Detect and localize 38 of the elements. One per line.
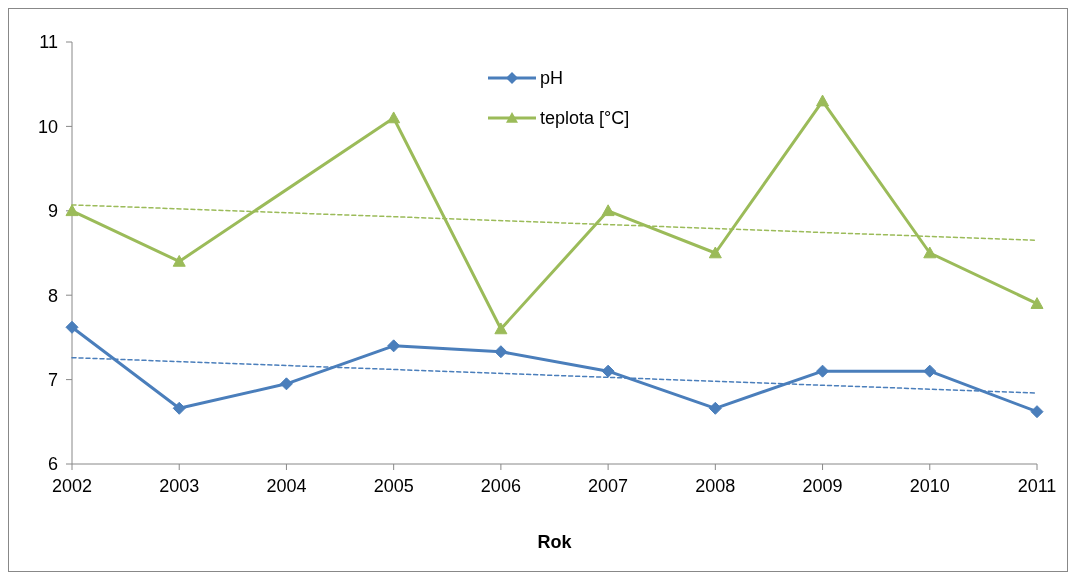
point (65, 320, 79, 334)
point (172, 401, 186, 415)
x-tick-label: 2009 (802, 476, 843, 496)
point (494, 322, 508, 335)
point (279, 377, 293, 391)
point (708, 246, 722, 259)
point (494, 345, 508, 359)
y-tick-label: 10 (37, 116, 58, 137)
x-tick-label: 2006 (480, 476, 521, 496)
point (1030, 405, 1044, 419)
x-tick-label: 2008 (695, 476, 736, 496)
y-tick-label: 9 (47, 201, 58, 222)
x-tick-label: 2011 (1017, 476, 1057, 496)
x-tick-label: 2010 (909, 476, 950, 496)
point (923, 364, 937, 378)
x-tick-label: 2004 (266, 476, 307, 496)
x-tick-label: 2005 (373, 476, 414, 496)
y-tick-label: 7 (47, 369, 58, 390)
point (1030, 297, 1044, 309)
point (923, 246, 937, 259)
x-tick-label: 2002 (51, 476, 93, 496)
legend-label: pH (540, 68, 564, 89)
point (708, 401, 722, 415)
x-tick-label: 2007 (588, 476, 629, 496)
point (816, 364, 830, 378)
point (816, 94, 830, 107)
point (65, 204, 79, 217)
x-axis-title: Rok (537, 532, 573, 552)
y-tick-label: 11 (39, 32, 58, 53)
legend-label: teplota [°C] (540, 108, 630, 129)
point (172, 254, 186, 267)
point (601, 364, 615, 378)
y-tick-label: 8 (47, 285, 58, 306)
y-tick-label: 6 (47, 454, 58, 475)
x-tick-label: 2003 (159, 476, 200, 496)
point (387, 111, 401, 124)
point (601, 204, 615, 217)
point (387, 339, 401, 353)
